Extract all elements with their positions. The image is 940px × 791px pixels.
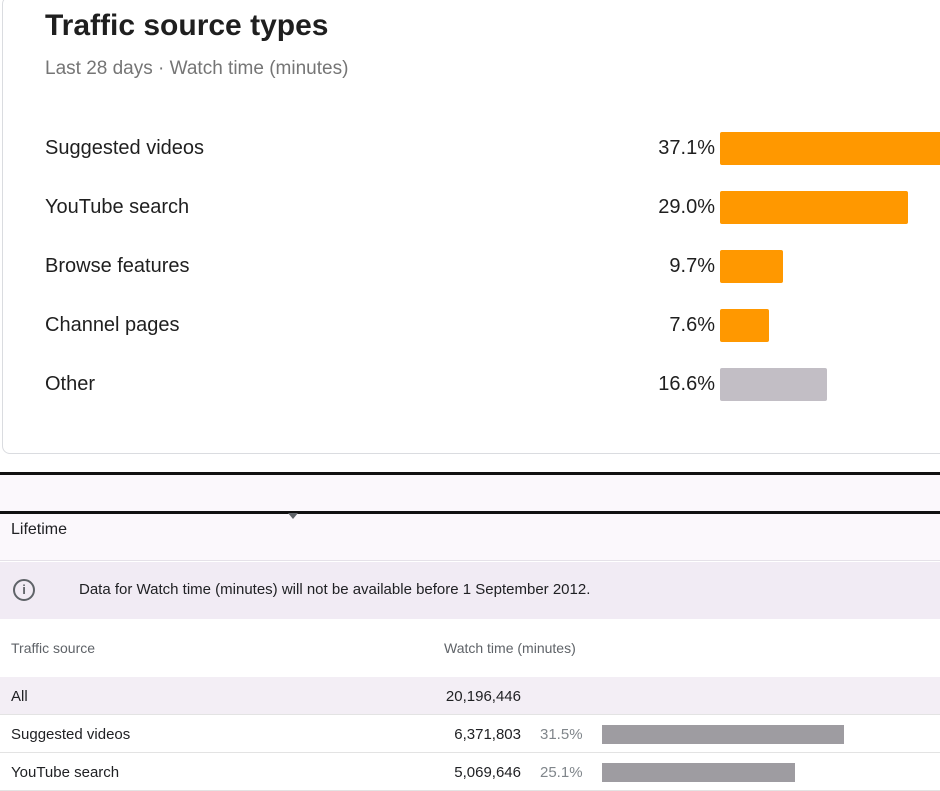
card-subtitle: Last 28 days · Watch time (minutes) — [45, 58, 349, 79]
table-row[interactable]: Suggested videos 6,371,803 31.5% — [0, 715, 940, 753]
column-header-watch-time[interactable]: Watch time (minutes) — [444, 640, 576, 656]
info-icon: i — [13, 579, 35, 601]
row-percentage: 31.5% — [540, 726, 583, 743]
row-source: YouTube search — [11, 764, 120, 781]
traffic-source-card: Traffic source types Last 28 days · Watc… — [2, 0, 940, 454]
chart-bar — [720, 309, 769, 342]
row-percentage: 25.1% — [540, 764, 583, 781]
data-availability-notice: i Data for Watch time (minutes) will not… — [0, 562, 940, 619]
row-watch-time: 20,196,446 — [445, 688, 521, 705]
card-title: Traffic source types — [45, 9, 329, 42]
row-watch-time: 5,069,646 — [454, 764, 521, 781]
row-source: All — [11, 688, 28, 705]
date-range-label: Lifetime — [11, 521, 68, 538]
chart-value-label: 9.7% — [669, 255, 715, 277]
chart-value-label: 16.6% — [658, 373, 715, 395]
chart-category-label: Browse features — [45, 255, 190, 277]
screenshot-divider — [0, 472, 940, 514]
chart-category-label: Channel pages — [45, 314, 180, 336]
row-share-bar — [602, 763, 795, 782]
chart-value-label: 29.0% — [658, 196, 715, 218]
chart-category-label: Suggested videos — [45, 137, 205, 159]
table-row-total: All 20,196,446 — [0, 677, 940, 715]
row-watch-time: 6,371,803 — [454, 726, 521, 743]
row-share-bar — [602, 725, 844, 744]
chart-category-label: YouTube search — [45, 196, 190, 218]
traffic-source-table-panel: Lifetime i Data for Watch time (minutes)… — [0, 513, 940, 791]
table-row[interactable]: YouTube search 5,069,646 25.1% — [0, 753, 940, 791]
column-header-traffic-source[interactable]: Traffic source — [11, 640, 96, 656]
chart-value-label: 7.6% — [669, 314, 715, 336]
chart-bar — [720, 368, 827, 401]
date-range-selector[interactable]: Lifetime — [0, 513, 940, 561]
chart-bar — [720, 132, 940, 165]
notice-text: Data for Watch time (minutes) will not b… — [79, 581, 591, 598]
chevron-down-icon — [288, 513, 298, 519]
chart-value-label: 37.1% — [658, 137, 715, 159]
row-source: Suggested videos — [11, 726, 131, 743]
chart-bar — [720, 191, 908, 224]
chart-category-label: Other — [45, 373, 96, 395]
chart-bar — [720, 250, 783, 283]
